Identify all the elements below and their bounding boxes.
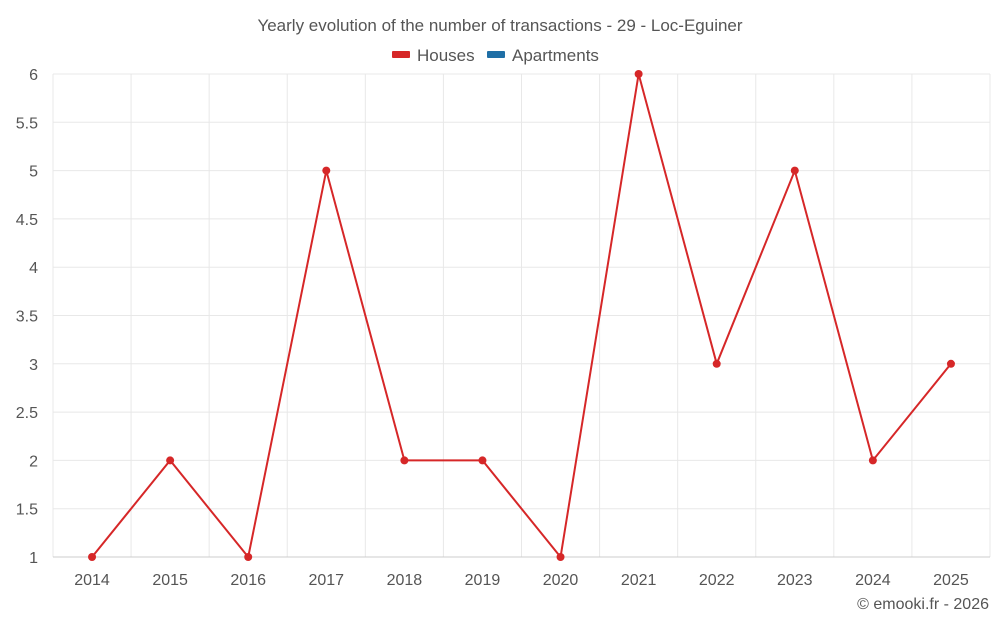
series-line-houses bbox=[91, 73, 952, 560]
x-tick-label-2021: 2021 bbox=[621, 572, 657, 589]
data-point-houses-2023[interactable] bbox=[790, 166, 799, 175]
y-tick-label-6: 6 bbox=[29, 67, 38, 84]
x-tick-label-2024: 2024 bbox=[855, 572, 891, 589]
y-tick-label-5: 5 bbox=[29, 164, 38, 181]
data-point-houses-2021[interactable] bbox=[634, 70, 643, 78]
x-tick-label-2014: 2014 bbox=[74, 572, 110, 589]
y-tick-label-4-5: 4.5 bbox=[16, 212, 38, 229]
data-point-houses-2024[interactable] bbox=[868, 456, 877, 465]
data-point-houses-2017[interactable] bbox=[322, 166, 331, 175]
y-tick-label-2: 2 bbox=[29, 453, 38, 470]
x-tick-label-2025: 2025 bbox=[933, 572, 969, 589]
axes: 1 1.5 2 2.5 3 3.5 4 4.5 5 5.5 6 2014 2015 2016 2017 201… bbox=[16, 67, 990, 589]
x-tick-label-2018: 2018 bbox=[387, 572, 423, 589]
data-point-houses-2016[interactable] bbox=[244, 553, 253, 561]
y-tick-label-1: 1 bbox=[29, 550, 38, 567]
data-point-houses-2015[interactable] bbox=[166, 456, 175, 465]
data-point-houses-2014[interactable] bbox=[88, 553, 97, 561]
y-tick-label-1-5: 1.5 bbox=[16, 502, 38, 519]
x-tick-label-2022: 2022 bbox=[699, 572, 735, 589]
y-tick-label-3: 3 bbox=[29, 357, 38, 374]
chart-legend: Houses Apartments bbox=[392, 46, 599, 65]
legend-label-apartments[interactable]: Apartments bbox=[512, 46, 599, 65]
chart-title: Yearly evolution of the number of transa… bbox=[257, 16, 742, 35]
y-tick-label-2-5: 2.5 bbox=[16, 405, 38, 422]
legend-swatch-apartments bbox=[487, 51, 505, 58]
x-tick-label-2023: 2023 bbox=[777, 572, 813, 589]
x-tick-label-2020: 2020 bbox=[543, 572, 579, 589]
y-tick-label-4: 4 bbox=[29, 260, 38, 277]
x-tick-label-2019: 2019 bbox=[465, 572, 501, 589]
y-tick-label-5-5: 5.5 bbox=[16, 115, 38, 132]
legend-item-apartments[interactable]: Apartments bbox=[487, 46, 599, 65]
data-point-houses-2025[interactable] bbox=[946, 359, 955, 368]
credit-text: © emooki.fr - 2026 bbox=[857, 596, 989, 613]
y-tick-label-3-5: 3.5 bbox=[16, 309, 38, 326]
x-tick-label-2016: 2016 bbox=[230, 572, 266, 589]
x-tick-label-2017: 2017 bbox=[308, 572, 344, 589]
data-point-houses-2019[interactable] bbox=[478, 456, 487, 465]
data-point-houses-2020[interactable] bbox=[556, 553, 565, 561]
data-point-houses-2018[interactable] bbox=[400, 456, 409, 465]
legend-item-houses[interactable]: Houses bbox=[392, 46, 475, 65]
x-tick-label-2015: 2015 bbox=[152, 572, 188, 589]
legend-label-houses[interactable]: Houses bbox=[417, 46, 475, 65]
data-point-houses-2022[interactable] bbox=[712, 359, 721, 368]
series-layer bbox=[88, 70, 955, 561]
legend-swatch-houses bbox=[392, 51, 410, 58]
grid bbox=[52, 73, 991, 558]
